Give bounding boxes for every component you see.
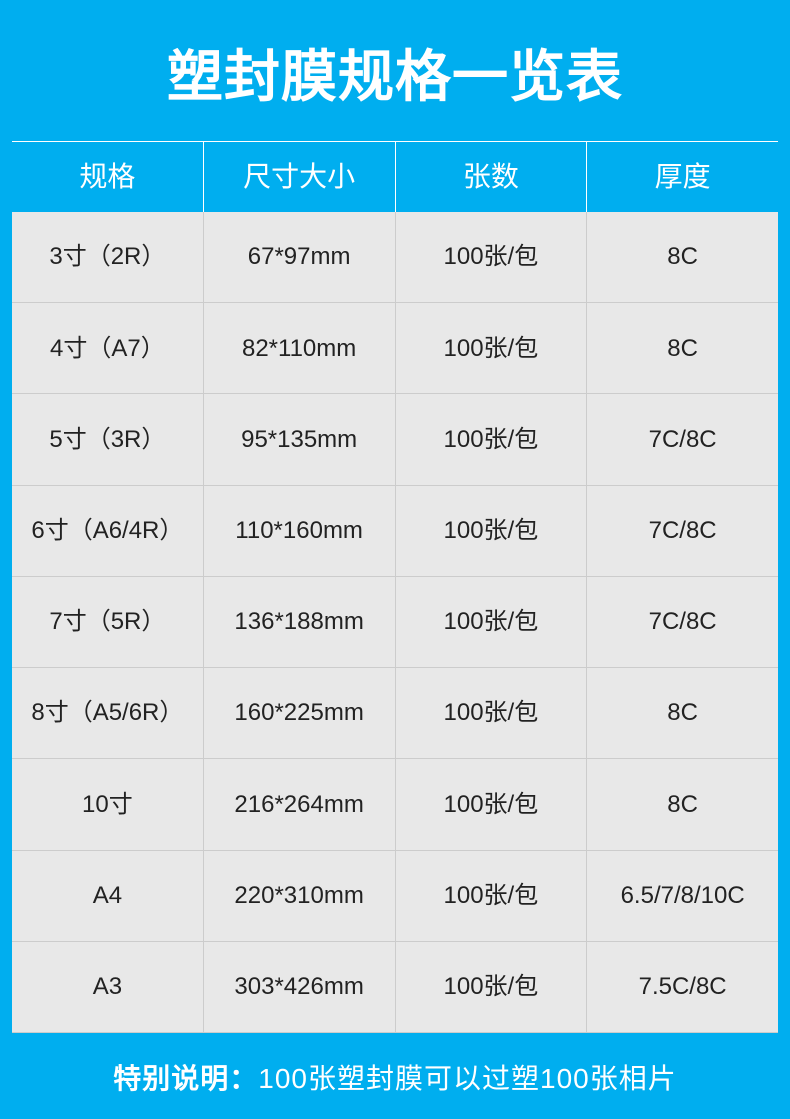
table-row: 5寸（3R） 95*135mm 100张/包 7C/8C [12, 394, 778, 485]
cell-size: 216*264mm [204, 759, 396, 850]
table-row: 4寸（A7） 82*110mm 100张/包 8C [12, 303, 778, 394]
cell-spec: 8寸（A5/6R） [12, 668, 204, 759]
spec-table: 规格 尺寸大小 张数 厚度 3寸（2R） 67*97mm 100张/包 8C 4… [12, 141, 778, 1033]
cell-spec: 4寸（A7） [12, 303, 204, 394]
page-title: 塑封膜规格一览表 [12, 18, 778, 141]
cell-spec: A4 [12, 851, 204, 942]
cell-size: 160*225mm [204, 668, 396, 759]
cell-spec: 3寸（2R） [12, 212, 204, 303]
col-header-thickness: 厚度 [587, 142, 778, 212]
cell-thickness: 7C/8C [587, 394, 778, 485]
cell-spec: 7寸（5R） [12, 577, 204, 668]
cell-count: 100张/包 [396, 942, 588, 1033]
cell-thickness: 8C [587, 759, 778, 850]
col-header-count: 张数 [396, 142, 588, 212]
cell-thickness: 7C/8C [587, 577, 778, 668]
cell-thickness: 7C/8C [587, 486, 778, 577]
table-row: 7寸（5R） 136*188mm 100张/包 7C/8C [12, 577, 778, 668]
cell-thickness: 8C [587, 212, 778, 303]
cell-spec: 6寸（A6/4R） [12, 486, 204, 577]
cell-count: 100张/包 [396, 668, 588, 759]
col-header-spec: 规格 [12, 142, 204, 212]
cell-size: 220*310mm [204, 851, 396, 942]
cell-size: 110*160mm [204, 486, 396, 577]
cell-count: 100张/包 [396, 212, 588, 303]
cell-size: 95*135mm [204, 394, 396, 485]
cell-thickness: 6.5/7/8/10C [587, 851, 778, 942]
cell-size: 136*188mm [204, 577, 396, 668]
table-row: A4 220*310mm 100张/包 6.5/7/8/10C [12, 851, 778, 942]
spec-card: 塑封膜规格一览表 规格 尺寸大小 张数 厚度 3寸（2R） 67*97mm 10… [0, 0, 790, 1119]
footer-note: 特别说明：100张塑封膜可以过塑100张相片 [12, 1033, 778, 1107]
col-header-size: 尺寸大小 [204, 142, 396, 212]
cell-spec: 5寸（3R） [12, 394, 204, 485]
table-row: 10寸 216*264mm 100张/包 8C [12, 759, 778, 850]
table-header-row: 规格 尺寸大小 张数 厚度 [12, 142, 778, 212]
cell-thickness: 8C [587, 303, 778, 394]
table-row: 8寸（A5/6R） 160*225mm 100张/包 8C [12, 668, 778, 759]
cell-count: 100张/包 [396, 851, 588, 942]
cell-thickness: 8C [587, 668, 778, 759]
table-row: 3寸（2R） 67*97mm 100张/包 8C [12, 212, 778, 303]
cell-spec: 10寸 [12, 759, 204, 850]
table-row: A3 303*426mm 100张/包 7.5C/8C [12, 942, 778, 1033]
cell-count: 100张/包 [396, 577, 588, 668]
cell-size: 303*426mm [204, 942, 396, 1033]
table-row: 6寸（A6/4R） 110*160mm 100张/包 7C/8C [12, 486, 778, 577]
cell-thickness: 7.5C/8C [587, 942, 778, 1033]
cell-size: 82*110mm [204, 303, 396, 394]
cell-count: 100张/包 [396, 759, 588, 850]
cell-count: 100张/包 [396, 394, 588, 485]
cell-count: 100张/包 [396, 303, 588, 394]
cell-spec: A3 [12, 942, 204, 1033]
cell-size: 67*97mm [204, 212, 396, 303]
cell-count: 100张/包 [396, 486, 588, 577]
footer-label: 特别说明： [113, 1063, 258, 1094]
footer-text: 100张塑封膜可以过塑100张相片 [258, 1063, 676, 1094]
